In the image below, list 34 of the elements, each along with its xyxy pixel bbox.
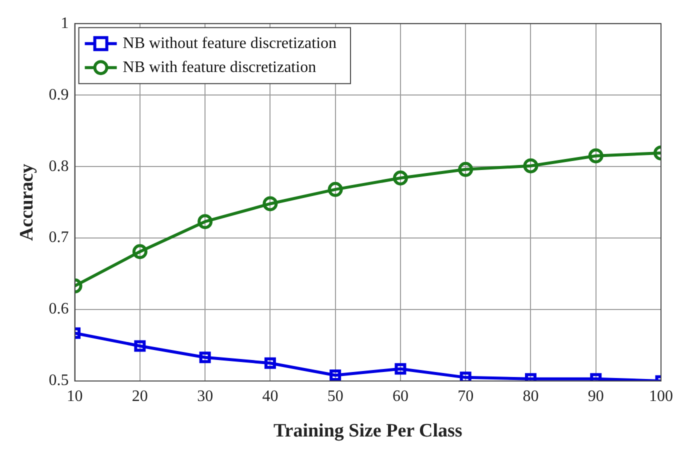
- x-tick-label: 40: [262, 388, 278, 405]
- point: [132, 244, 148, 260]
- x-tick-label: 70: [458, 388, 474, 405]
- y-tick-label: 0.6: [48, 300, 69, 318]
- y-tick-label: 1: [60, 14, 69, 32]
- y-tick-label: 0.5: [48, 372, 69, 390]
- y-tick-label: 0.7: [48, 229, 69, 246]
- point: [199, 352, 211, 364]
- point: [458, 162, 474, 177]
- x-tick-label: 20: [132, 388, 148, 405]
- x-axis-title: Training Size Per Class: [274, 420, 462, 442]
- point: [460, 372, 472, 381]
- point: [392, 170, 408, 186]
- y-tick-label: 0.8: [48, 158, 69, 175]
- x-tick-label: 50: [327, 388, 344, 405]
- y-tick-label: 0.9: [48, 86, 69, 104]
- x-tick-label: 30: [197, 388, 214, 405]
- legend-label: NB without feature discretization: [122, 34, 337, 52]
- point: [394, 363, 406, 375]
- point: [330, 370, 342, 381]
- legend-label: NB with feature discretization: [122, 58, 316, 76]
- point: [328, 182, 343, 197]
- x-tick-label: 60: [392, 388, 408, 405]
- x-tick-label: 100: [649, 388, 673, 405]
- x-tick-label: 10: [66, 388, 83, 405]
- x-tick-label: 80: [522, 388, 539, 405]
- point: [262, 196, 278, 212]
- point: [523, 158, 538, 174]
- point: [264, 357, 276, 369]
- point: [134, 340, 146, 352]
- point: [588, 148, 604, 164]
- point: [198, 214, 213, 230]
- y-axis-title: Accuracy: [16, 163, 38, 241]
- x-tick-label: 90: [588, 388, 604, 405]
